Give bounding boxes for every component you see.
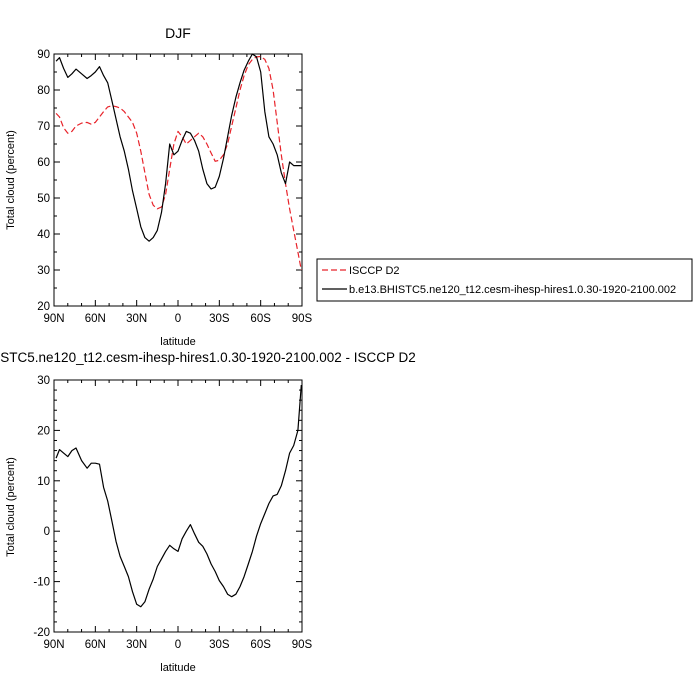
bottom-panel: b.e13.BHISTC5.ne120_t12.cesm-ihesp-hires… (0, 350, 416, 674)
bottom-axis-ticks: 90N 60N 30N 0 30S 60S 90S -20 -10 0 10 20 30 (33, 375, 312, 651)
x-tick-label: 30N (126, 313, 147, 325)
x-tick-label: 60N (85, 639, 106, 651)
top-y-axis-label: Total cloud (percent) (5, 130, 17, 230)
top-x-axis-label: latitude (160, 336, 195, 348)
legend-label-isccp: ISCCP D2 (349, 265, 400, 277)
x-tick-label: 60N (85, 313, 106, 325)
x-tick-label: 90S (292, 313, 313, 325)
bottom-plot-frame (53, 379, 303, 633)
top-axis-ticks: 90N 60N 30N 0 30S 60S 90S 20 30 40 50 60 70 80 90 (37, 49, 312, 325)
x-tick-label: 90N (43, 313, 64, 325)
x-tick-label: 90S (292, 639, 313, 651)
bottom-series-group (55, 384, 302, 608)
bottom-y-axis-label: Total cloud (percent) (5, 457, 17, 557)
y-tick-label: 30 (37, 265, 50, 277)
top-plot-frame (53, 53, 303, 307)
x-tick-label: 30S (209, 639, 230, 651)
y-tick-label: 20 (37, 301, 50, 313)
y-tick-label: 10 (37, 476, 50, 488)
top-panel: DJF 90N 60N 30N 0 30S 60S 90S2030405060708090 … (5, 25, 693, 348)
y-tick-label: 60 (37, 157, 50, 169)
bottom-chart-title: b.e13.BHISTC5.ne120_t12.cesm-ihesp-hires… (0, 350, 416, 365)
series-line-0 (55, 55, 302, 271)
series-line-1 (55, 53, 302, 242)
x-tick-label: 0 (175, 639, 181, 651)
x-tick-label: 60S (250, 639, 271, 651)
y-tick-label: 90 (37, 49, 50, 61)
y-tick-label: 80 (37, 85, 50, 97)
x-tick-label: 0 (175, 313, 181, 325)
y-tick-label: 70 (37, 121, 50, 133)
x-tick-label: 30S (209, 313, 230, 325)
y-tick-label: 50 (37, 193, 50, 205)
top-chart-title: DJF (165, 25, 191, 41)
x-tick-label: 90N (43, 639, 64, 651)
legend-box (316, 258, 693, 302)
legend: ISCCP D2 b.e13.BHISTC5.ne120_t12.cesm-ih… (316, 258, 693, 302)
series-line-0 (55, 384, 302, 608)
y-tick-label: 40 (37, 229, 50, 241)
top-series-group (55, 53, 302, 271)
bottom-x-axis-label: latitude (160, 662, 195, 674)
x-tick-label: 60S (250, 313, 271, 325)
y-tick-label: -20 (33, 627, 50, 639)
y-tick-label: -10 (33, 577, 50, 589)
y-tick-label: 0 (44, 526, 50, 538)
x-tick-label: 30N (126, 639, 147, 651)
legend-label-model: b.e13.BHISTC5.ne120_t12.cesm-ihesp-hires… (349, 284, 676, 296)
y-tick-label: 20 (37, 425, 50, 437)
y-tick-label: 30 (37, 375, 50, 387)
